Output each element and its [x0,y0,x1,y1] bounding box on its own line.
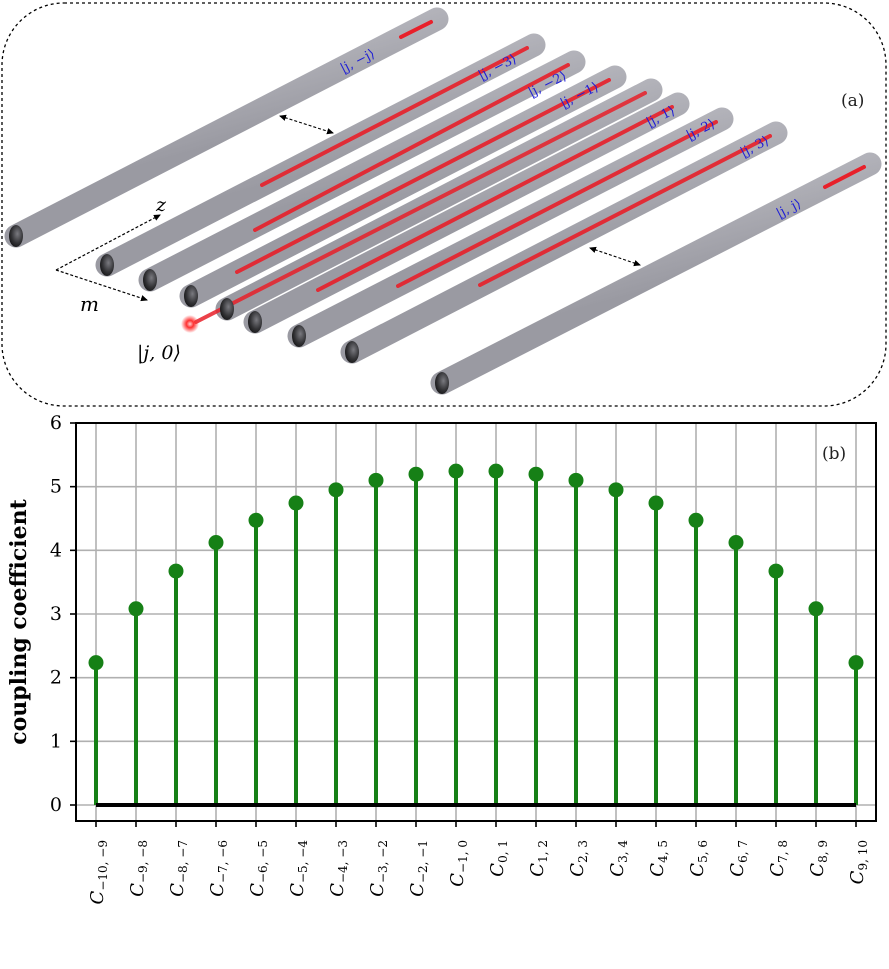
stem-marker [568,472,584,488]
x-ticks: C−10, −9 C−9, −8 C−8, −7 C−7, −6 C−6, −5 C−5,… [87,821,870,904]
stem-marker [488,463,504,479]
x-tick-label: C9, 10 [847,840,870,884]
plot-frame [75,422,877,822]
panel-a-label: (a) [841,91,864,111]
stem-marker [728,535,744,551]
waveguide-rod [4,7,449,248]
y-tick-label: 4 [50,539,62,561]
x-tick-label: C0, 1 [487,840,510,877]
stem-marker [128,601,144,617]
stem-marker [528,466,544,482]
x-tick-label: C−3, −2 [367,840,390,897]
waveguide-rod [340,121,788,364]
y-tick-label: 5 [50,476,62,498]
panel-b: 0 1 2 3 4 5 6 C−10, −9 C−9, −8 C−8, −7 C−7, −6 C−6… [6,412,877,904]
waveguide-rods [4,7,882,395]
gap-arrow-top [279,114,334,135]
m-axis-label: m [80,292,99,316]
panel-a-frame [1,2,887,407]
stem-marker [208,535,224,551]
waveguide-rod [138,50,586,292]
x-tick-label: C−9, −8 [127,840,150,897]
waveguide-rod [179,65,627,308]
x-tick-label: C3, 4 [607,840,630,877]
stem-marker [368,472,384,488]
x-tick-label: C−5, −4 [287,840,310,897]
x-tick-label: C−1, 0 [447,840,470,887]
panel-a: (a) [1,2,887,407]
input-state-label: |j, 0⟩ [137,342,181,364]
m-axis-arrow [55,269,148,302]
y-tick-label: 3 [50,603,62,625]
y-tick-label: 0 [50,794,62,816]
gap-arrow-bottom [589,246,641,267]
x-tick-label: C−8, −7 [167,840,190,897]
x-tick-label: C8, 9 [807,840,830,877]
stem-marker [688,512,704,528]
x-tick-label: C7, 8 [767,840,790,877]
grid [76,422,876,821]
stem-marker [328,482,344,498]
waveguide-rod [430,152,882,395]
x-tick-label: C2, 3 [567,840,590,877]
waveguide-rod [95,33,546,277]
x-tick-label: C−2, −1 [407,840,430,897]
y-tick-label: 2 [50,667,62,689]
panel-b-label: (b) [822,444,846,464]
waveguide-rod [243,92,690,334]
stem-marker [808,601,824,617]
z-axis-label: z [155,194,167,216]
stem-marker [408,466,424,482]
input-light-spot [181,315,199,333]
x-tick-label: C−10, −9 [87,840,110,904]
waveguide-rod-center [181,78,663,333]
x-tick-label: C−6, −5 [247,840,270,897]
x-tick-label: C−4, −3 [327,840,350,897]
x-tick-label: C4, 5 [647,840,670,877]
y-axis-label: coupling coefficient [6,498,32,744]
x-tick-label: C5, 6 [687,840,710,877]
y-ticks: 0 1 2 3 4 5 6 [50,412,76,816]
stem-marker [848,655,864,671]
stem-marker [168,563,184,579]
stem-marker [88,655,104,671]
stem-marker [448,463,464,479]
x-tick-label: C−7, −6 [207,840,230,897]
stem-marker [288,495,304,511]
y-tick-label: 6 [50,412,62,434]
stem-marker [648,495,664,511]
stem-marker [768,563,784,579]
waveguide-rod [287,107,734,348]
stem-marker [608,482,624,498]
y-tick-label: 1 [50,730,62,752]
stem-marker [248,512,264,528]
stems [88,463,864,805]
x-tick-label: C6, 7 [727,840,750,877]
x-tick-label: C1, 2 [527,840,550,877]
